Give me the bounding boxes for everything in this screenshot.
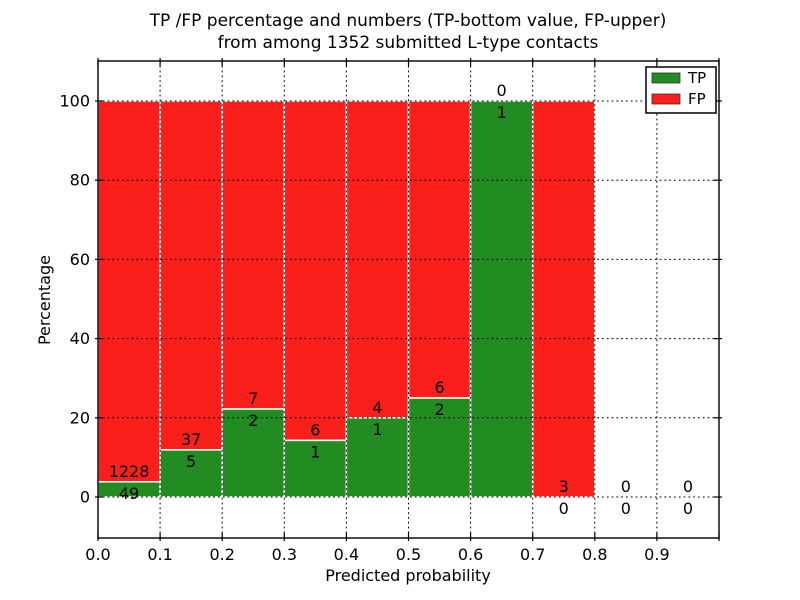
fp-count-label-3: 6 xyxy=(310,420,320,439)
bar-fp-7 xyxy=(531,100,596,498)
x-tick-label-0.9: 0.9 xyxy=(644,545,669,564)
tp-count-label-5: 2 xyxy=(434,400,444,419)
tp-count-label-2: 2 xyxy=(248,411,258,430)
x-tick-label-0.4: 0.4 xyxy=(334,545,359,564)
tp-count-label-3: 1 xyxy=(310,442,320,461)
tp-count-label-7: 0 xyxy=(559,499,569,518)
bar-fp-0 xyxy=(97,100,161,483)
fp-count-label-9: 0 xyxy=(683,477,693,496)
x-tick-label-0.2: 0.2 xyxy=(209,545,234,564)
plot-border xyxy=(97,60,720,539)
x-tick-label-0.1: 0.1 xyxy=(147,545,172,564)
x-tick-label-0.7: 0.7 xyxy=(520,545,545,564)
bar-fp-5 xyxy=(407,100,472,399)
bar-fp-2 xyxy=(221,100,286,410)
fp-count-label-6: 0 xyxy=(497,81,507,100)
legend-label-fp: FP xyxy=(688,90,706,108)
legend-label-tp: TP xyxy=(687,69,706,87)
x-axis-label: Predicted probability xyxy=(325,566,491,585)
x-tick-label-0.8: 0.8 xyxy=(582,545,607,564)
x-tick-label-0.3: 0.3 xyxy=(272,545,297,564)
y-tick-label-60: 60 xyxy=(70,250,90,269)
fp-count-label-8: 0 xyxy=(621,477,631,496)
tp-count-label-1: 5 xyxy=(186,452,196,471)
bar-tp-5 xyxy=(407,397,472,498)
tp-count-label-6: 1 xyxy=(497,103,507,122)
fp-count-label-7: 3 xyxy=(559,477,569,496)
y-tick-label-20: 20 xyxy=(70,408,90,427)
legend-swatch-fp xyxy=(651,93,681,105)
tp-count-label-0: 49 xyxy=(119,484,139,503)
chart-title-line2: from among 1352 submitted L-type contact… xyxy=(218,33,599,53)
legend-box xyxy=(645,66,717,114)
fp-count-label-2: 7 xyxy=(248,389,258,408)
bar-fp-3 xyxy=(283,100,348,442)
tp-count-label-8: 0 xyxy=(621,499,631,518)
legend-swatch-tp xyxy=(651,72,681,84)
y-tick-label-0: 0 xyxy=(80,488,90,507)
bar-tp-1 xyxy=(159,449,223,498)
y-tick-label-40: 40 xyxy=(70,329,90,348)
bar-fp-1 xyxy=(159,100,223,451)
chart-title-line1: TP /FP percentage and numbers (TP-bottom… xyxy=(149,11,667,31)
fp-count-label-1: 37 xyxy=(181,430,201,449)
tp-count-label-4: 1 xyxy=(372,420,382,439)
x-tick-label-0.6: 0.6 xyxy=(458,545,483,564)
fp-count-label-5: 6 xyxy=(434,378,444,397)
y-tick-label-80: 80 xyxy=(70,171,90,190)
tp-count-label-9: 0 xyxy=(683,499,693,518)
fp-count-label-4: 4 xyxy=(372,398,382,417)
x-tick-label-0.0: 0.0 xyxy=(85,545,110,564)
y-tick-label-100: 100 xyxy=(59,92,90,111)
bar-tp-6 xyxy=(469,100,534,498)
x-tick-label-0.5: 0.5 xyxy=(396,545,421,564)
y-axis-label: Percentage xyxy=(35,255,54,345)
fp-count-label-0: 1228 xyxy=(109,462,150,481)
bar-tp-4 xyxy=(345,417,410,498)
